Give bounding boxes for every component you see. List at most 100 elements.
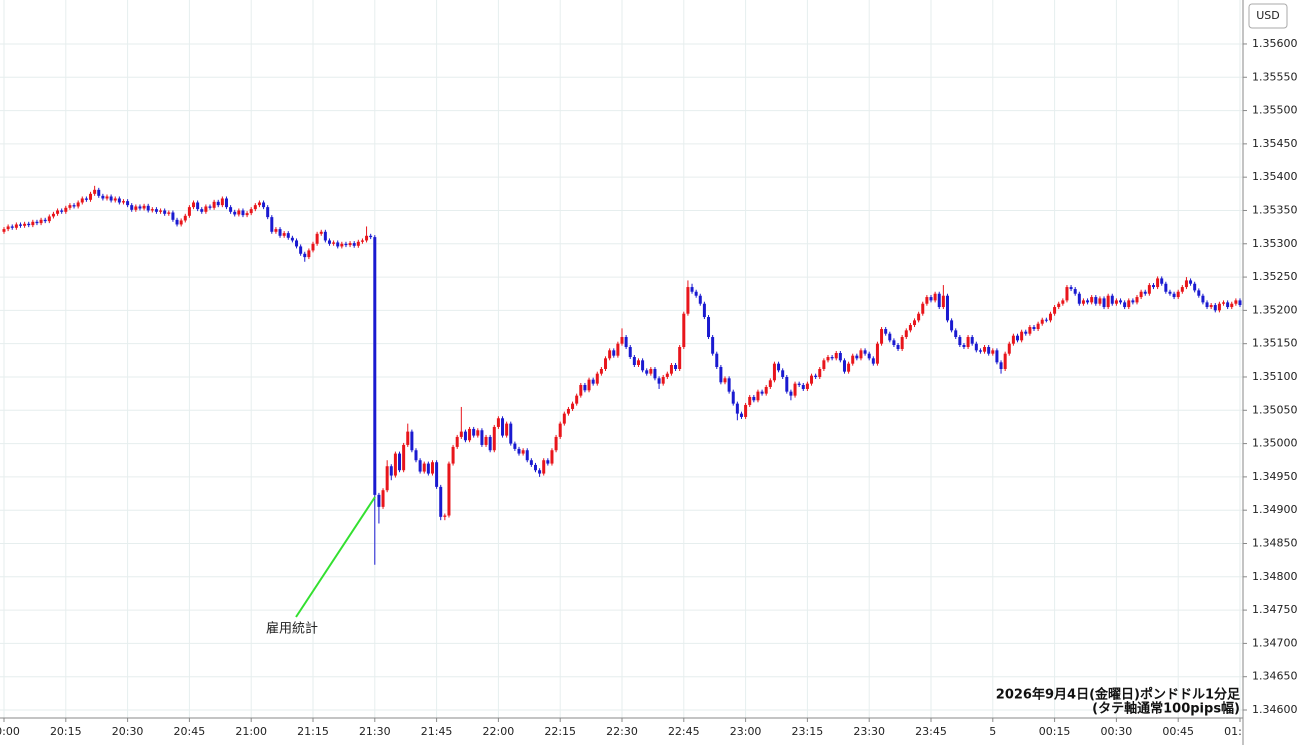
candle-body xyxy=(340,243,344,247)
candle-body xyxy=(175,219,179,225)
candle-body xyxy=(336,242,340,247)
candle-body xyxy=(908,325,912,331)
x-tick-label: 22:30 xyxy=(606,725,638,738)
candle-body xyxy=(913,320,917,326)
candle-body xyxy=(805,383,809,389)
x-tick-label: 00:15 xyxy=(1039,725,1071,738)
candle-body xyxy=(410,431,414,451)
y-tick-label: 1.35550 xyxy=(1252,70,1298,83)
candle-body xyxy=(418,460,422,472)
candle-body xyxy=(319,231,323,234)
candle-body xyxy=(727,378,731,392)
candle-body xyxy=(1147,285,1151,294)
candle-body xyxy=(641,360,645,371)
candle-body xyxy=(562,413,566,424)
candle-body xyxy=(674,364,678,369)
candle-body xyxy=(72,205,76,207)
candle-body xyxy=(1102,298,1106,308)
candle-body xyxy=(1176,291,1180,298)
candle-body xyxy=(282,233,286,236)
candle-body xyxy=(1168,291,1172,294)
candle-body xyxy=(270,217,274,232)
candle-body xyxy=(121,201,125,203)
candle-body xyxy=(200,209,204,212)
candle-body xyxy=(970,337,974,344)
candle-body xyxy=(6,226,10,230)
candle-body xyxy=(389,466,393,476)
candle-body xyxy=(739,413,743,417)
x-tick-label: 20:00 xyxy=(0,725,20,738)
candle-body xyxy=(393,453,397,476)
candle-body xyxy=(1073,289,1077,294)
candle-body xyxy=(847,363,851,372)
candle-body xyxy=(826,357,830,361)
candle-body xyxy=(1234,300,1238,304)
candle-body xyxy=(1081,300,1085,304)
candle-body xyxy=(748,396,752,405)
x-tick-label: 23:30 xyxy=(853,725,885,738)
candle-body xyxy=(501,418,505,436)
candle-body xyxy=(958,337,962,346)
candle-body xyxy=(591,379,595,384)
candle-body xyxy=(636,360,640,365)
candle-body xyxy=(595,373,599,384)
candle-body xyxy=(954,330,958,338)
y-tick-label: 1.34950 xyxy=(1252,470,1298,483)
candle-body xyxy=(344,243,348,246)
candle-body xyxy=(455,436,459,447)
candle-body xyxy=(220,198,224,206)
candle-body xyxy=(513,443,517,449)
candle-body xyxy=(332,242,336,244)
y-tick-label: 1.34750 xyxy=(1252,603,1298,616)
candle-body xyxy=(1205,302,1209,308)
candle-body xyxy=(262,202,266,208)
chart-title: 2026年9月4日(金曜日)ポンドドル1分足 xyxy=(996,687,1241,703)
candle-body xyxy=(933,293,937,301)
candle-body xyxy=(814,375,818,377)
candle-body xyxy=(204,206,208,212)
x-tick-label: 23:00 xyxy=(730,725,762,738)
candle-body xyxy=(93,189,97,194)
candle-body xyxy=(1226,302,1230,308)
candle-body xyxy=(290,237,294,241)
candle-body xyxy=(987,347,991,354)
candle-body xyxy=(929,297,933,301)
candle-body xyxy=(89,193,93,200)
candle-body xyxy=(1156,278,1160,288)
candle-body xyxy=(463,431,467,441)
candle-body xyxy=(224,198,228,208)
candle-body xyxy=(1172,293,1176,298)
candle-body xyxy=(1217,303,1221,311)
candle-body xyxy=(488,436,492,451)
candle-body xyxy=(183,215,187,221)
candle-body xyxy=(402,444,406,471)
candle-body xyxy=(216,201,220,206)
candle-body xyxy=(439,486,443,517)
candle-body xyxy=(327,240,331,244)
candle-body xyxy=(711,337,715,354)
candle-body xyxy=(546,460,550,464)
candle-body xyxy=(476,430,480,436)
candle-body xyxy=(101,195,105,199)
x-tick-label: 23:15 xyxy=(792,725,824,738)
candle-body xyxy=(777,363,781,371)
candle-body xyxy=(669,364,673,374)
candle-body xyxy=(1020,331,1024,341)
candle-body xyxy=(229,207,233,212)
x-tick-label: 5 xyxy=(989,725,996,738)
candle-body xyxy=(237,210,241,215)
y-tick-label: 1.35250 xyxy=(1252,270,1298,283)
candle-body xyxy=(171,212,175,220)
candle-body xyxy=(27,223,31,226)
candle-body xyxy=(1011,335,1015,344)
candle-body xyxy=(550,450,554,464)
candle-body xyxy=(678,347,682,369)
candle-body xyxy=(612,350,616,356)
candle-body xyxy=(810,375,814,384)
chart-subtitle: (タテ軸通常100pips幅) xyxy=(1092,701,1240,717)
candle-body xyxy=(1213,305,1217,311)
candle-body xyxy=(1139,291,1143,298)
candle-body xyxy=(253,205,257,210)
y-tick-label: 1.34850 xyxy=(1252,536,1298,549)
candle-body xyxy=(863,350,867,354)
